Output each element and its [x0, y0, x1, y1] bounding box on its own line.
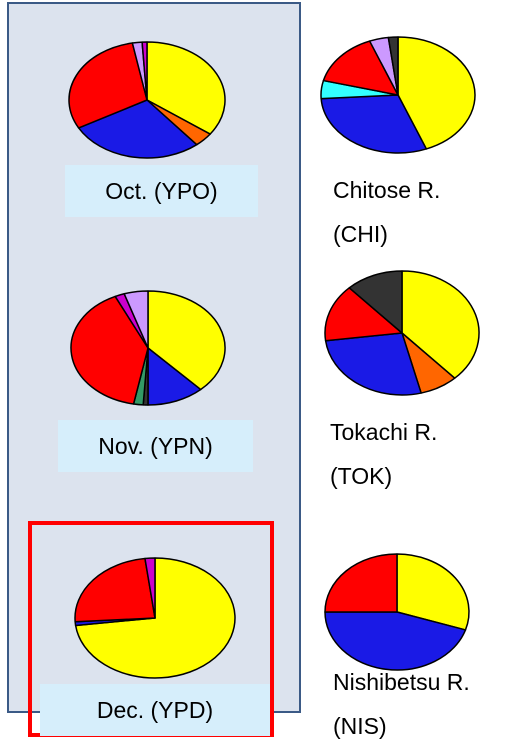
pie-slice: [70, 295, 149, 405]
pie-slice: [322, 40, 399, 96]
pie-slice: [397, 36, 476, 150]
pie-slice: [146, 41, 226, 135]
pie-slice: [387, 36, 399, 96]
pie-title: Dec. (YPD): [40, 684, 270, 736]
pie-slice: [324, 611, 467, 671]
pie-slice: [74, 557, 156, 623]
pie-slice: [396, 553, 470, 631]
pie-title: Tokachi R. (TOK): [330, 419, 438, 489]
pie-slice: [324, 332, 422, 396]
pie-title: Nishibetsu R. (NIS): [333, 669, 470, 739]
pie-slice: [147, 290, 226, 391]
pie-slice: [144, 557, 156, 619]
pie-title: Oct. (YPO): [65, 165, 258, 217]
pie-slice: [401, 270, 480, 379]
pie-slice: [348, 270, 403, 334]
pie-slice: [77, 99, 198, 159]
pie-slice: [320, 94, 428, 154]
pie-slice: [324, 287, 403, 342]
pie-slice: [141, 41, 148, 101]
pie-slice: [68, 42, 148, 129]
pie-title: Chitose R. (CHI): [333, 177, 441, 247]
pie-slice: [324, 553, 398, 613]
pie-title: Nov. (YPN): [58, 420, 253, 472]
pie-slice: [123, 290, 149, 349]
